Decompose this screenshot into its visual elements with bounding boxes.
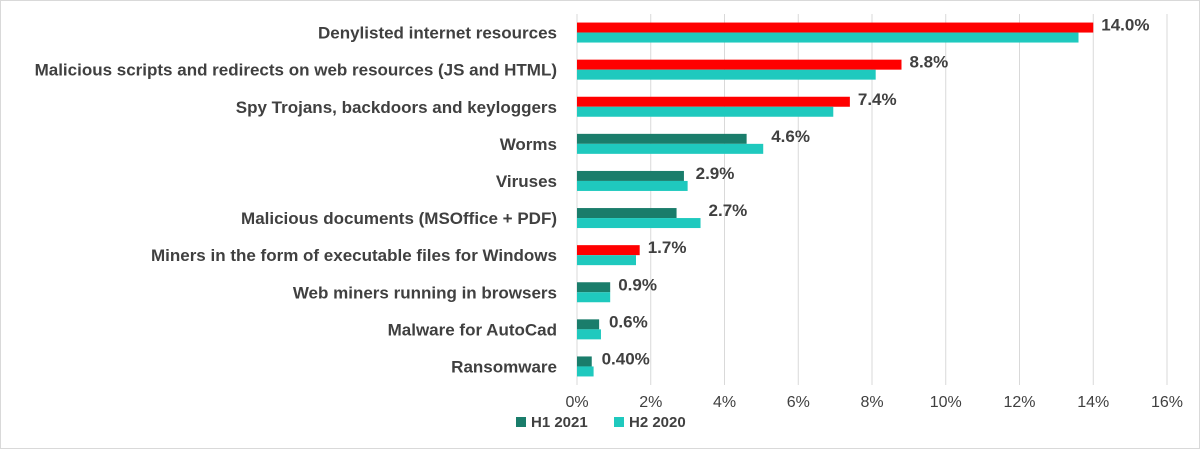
bar-h1-2021 xyxy=(577,245,640,256)
category-label: Malicious scripts and redirects on web r… xyxy=(35,61,557,80)
category-label: Malware for AutoCad xyxy=(388,320,557,339)
data-label: 0.9% xyxy=(618,275,657,294)
category-label: Worms xyxy=(500,135,557,154)
bar-h2-2020 xyxy=(577,143,764,154)
x-tick-label: 8% xyxy=(860,394,883,411)
bar-h2-2020 xyxy=(577,106,834,117)
category-label: Malicious documents (MSOffice + PDF) xyxy=(241,209,557,228)
bar-h2-2020 xyxy=(577,292,611,303)
data-label: 1.7% xyxy=(648,238,687,257)
data-label: 8.8% xyxy=(910,53,949,72)
data-label: 0.40% xyxy=(602,349,650,368)
bar-h2-2020 xyxy=(577,69,876,80)
legend-swatch-h1-2021 xyxy=(516,417,526,427)
bar-h2-2020 xyxy=(577,180,688,191)
bar-h2-2020 xyxy=(577,329,601,340)
category-label: Ransomware xyxy=(451,357,557,376)
bar-h2-2020 xyxy=(577,32,1079,43)
bar-h1-2021 xyxy=(577,59,902,70)
x-tick-label: 6% xyxy=(787,394,810,411)
x-tick-label: 16% xyxy=(1151,394,1183,411)
x-tick-label: 10% xyxy=(930,394,962,411)
bar-h1-2021 xyxy=(577,22,1094,33)
bar-h2-2020 xyxy=(577,218,701,229)
legend-swatch-h2-2020 xyxy=(614,417,624,427)
category-label: Viruses xyxy=(496,172,557,191)
data-label: 2.7% xyxy=(709,201,748,220)
bar-h1-2021 xyxy=(577,170,684,181)
category-label: Miners in the form of executable files f… xyxy=(151,246,557,265)
data-label: 2.9% xyxy=(696,164,735,183)
bar-h1-2021 xyxy=(577,133,747,144)
x-tick-label: 14% xyxy=(1077,394,1109,411)
legend-label-h1-2021: H1 2021 xyxy=(531,414,588,431)
bar-h2-2020 xyxy=(577,366,594,377)
category-label: Spy Trojans, backdoors and keyloggers xyxy=(236,98,557,117)
x-tick-label: 12% xyxy=(1003,394,1035,411)
data-label: 0.6% xyxy=(609,312,648,331)
bar-h1-2021 xyxy=(577,356,592,367)
data-label: 7.4% xyxy=(858,90,897,109)
legend-label-h2-2020: H2 2020 xyxy=(629,414,686,431)
x-tick-label: 0% xyxy=(565,394,588,411)
data-label: 4.6% xyxy=(771,127,810,146)
bar-h1-2021 xyxy=(577,282,611,293)
category-label: Denylisted internet resources xyxy=(318,24,557,43)
bar-h2-2020 xyxy=(577,255,636,266)
x-tick-label: 4% xyxy=(713,394,736,411)
category-label: Web miners running in browsers xyxy=(293,283,557,302)
bar-h1-2021 xyxy=(577,208,677,219)
x-tick-label: 2% xyxy=(639,394,662,411)
bar-h1-2021 xyxy=(577,319,600,330)
data-label: 14.0% xyxy=(1101,16,1149,35)
bar-h1-2021 xyxy=(577,96,850,107)
